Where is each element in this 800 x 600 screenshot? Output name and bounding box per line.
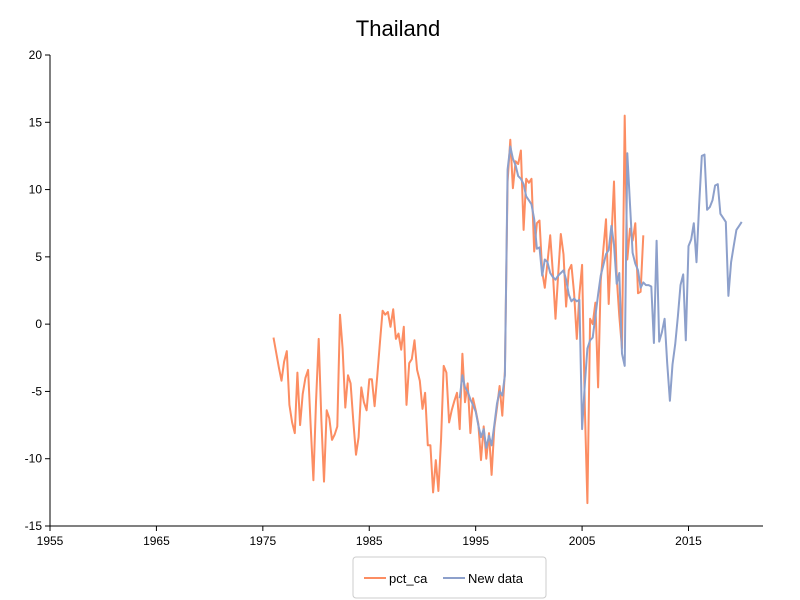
y-tick-label: 15 — [29, 115, 43, 129]
x-tick-label: 2015 — [675, 534, 702, 548]
y-tick-label: -15 — [25, 519, 43, 533]
x-tick-label: 1975 — [249, 534, 276, 548]
x-tick-label: 1955 — [37, 534, 64, 548]
legend-label-pct-ca: pct_ca — [389, 571, 428, 586]
series-layer — [272, 114, 743, 505]
x-tick-label: 2005 — [569, 534, 596, 548]
x-tick-label: 1995 — [462, 534, 489, 548]
legend[interactable]: pct_ca New data — [352, 556, 547, 599]
legend-label-new-data: New data — [468, 571, 524, 586]
y-tick-label: 20 — [29, 48, 43, 62]
y-tick-label: -10 — [25, 452, 43, 466]
y-tick-label: 10 — [29, 183, 43, 197]
x-tick-label: 1965 — [143, 534, 170, 548]
chart-title: Thailand — [356, 16, 440, 41]
x-tick-label: 1985 — [356, 534, 383, 548]
series-line-new-data — [458, 145, 743, 449]
y-tick-label: -5 — [31, 384, 42, 398]
axes: 1955 1965 1975 1985 1995 2005 201520151050-5-1… — [25, 48, 763, 548]
y-tick-label: 5 — [35, 250, 42, 264]
series-line-pct-ca — [272, 114, 645, 505]
y-tick-label: 0 — [35, 317, 42, 331]
